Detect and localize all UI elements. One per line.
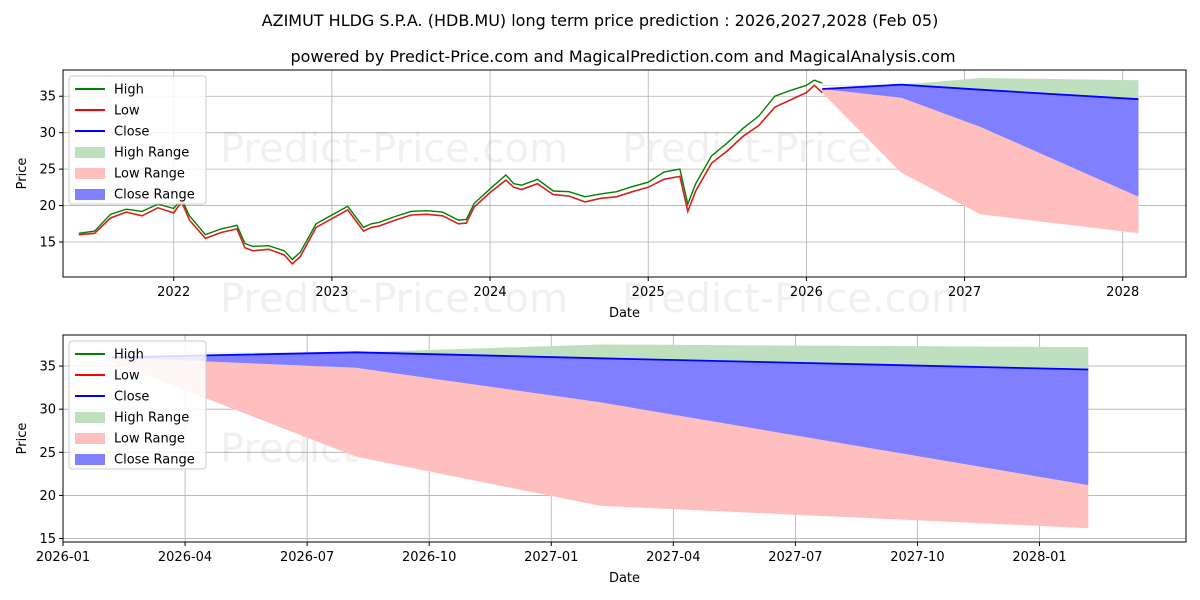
x-tick-label: 2027-10 [890,550,944,565]
x-tick-label: 2027-04 [646,550,700,565]
x-tick-label: 2022 [157,285,190,300]
y-axis-label: Price [15,423,30,455]
y-tick-label: 15 [39,532,56,547]
forecast-panel: Predict-Price.comPredict-Price.com2026-0… [15,334,1187,586]
legend-label: High [114,83,144,98]
x-tick-label: 2024 [474,285,507,300]
legend-label: High [114,348,144,363]
x-tick-label: 2027 [948,285,981,300]
y-axis-label: Price [15,158,30,190]
y-tick-label: 25 [39,163,56,178]
legend-key-patch [75,168,105,179]
legend-label: Low [114,104,140,119]
x-tick-label: 2026-07 [280,550,334,565]
x-axis-label: Date [609,306,640,321]
x-tick-label: 2023 [315,285,348,300]
y-tick-label: 20 [39,199,56,214]
low-history-line [78,84,823,266]
chart-subtitle: powered by Predict-Price.com and Magical… [290,47,955,66]
legend-label: Close Range [114,188,195,203]
legend-key-patch [75,412,105,423]
plot-frame [62,334,1187,543]
legend-label: Low Range [114,167,185,182]
legend-key-patch [75,433,105,444]
x-tick-label: 2027-07 [768,550,822,565]
legend-label: Low Range [114,432,185,447]
legend-label: Close [114,390,149,405]
low-range-band [822,89,1139,234]
legend: High Low Close High Range Low Range Close Ran… [68,75,207,205]
y-tick-label: 30 [39,403,56,418]
plot-area [78,78,1139,266]
plot-frame [62,69,1187,278]
legend-label: High Range [114,411,189,426]
legend-label: High Range [114,146,189,161]
legend-label: Close Range [114,453,195,468]
close-range-band [822,84,1139,197]
legend-key-patch [75,147,105,158]
x-axis-label: Date [609,571,640,586]
x-tick-label: 2026 [790,285,823,300]
legend-label: Low [114,369,140,384]
plot-area [111,344,1089,529]
x-tick-label: 2026-04 [158,550,212,565]
x-tick-label: 2028-01 [1012,550,1066,565]
legend-label: Close [114,125,149,140]
y-tick-label: 30 [39,126,56,141]
close-forecast-line [111,351,1089,371]
low-range-band [111,357,1089,529]
high-history-line [78,79,823,261]
close-range-band [111,352,1089,486]
x-tick-label: 2027-01 [524,550,578,565]
legend-key-patch [75,454,105,465]
watermark-text: Predict-Price.com [220,126,568,172]
legend-key-patch [75,189,105,200]
y-tick-label: 25 [39,446,56,461]
y-tick-label: 20 [39,489,56,504]
x-tick-label: 2026-10 [402,550,456,565]
x-tick-label: 2025 [632,285,665,300]
y-tick-label: 35 [39,90,56,105]
chart-title: AZIMUT HLDG S.P.A. (HDB.MU) long term pr… [262,11,939,30]
close-forecast-line [822,83,1139,101]
overview-panel: Predict-Price.com Predict-Price.com Predic… [15,69,1187,322]
x-tick-label: 2026-01 [36,550,90,565]
watermark-text: Predict-Price.com [622,276,970,322]
x-tick-label: 2028 [1106,285,1139,300]
legend: High Low Close High Range Low Range Close Ran… [68,340,207,470]
watermark-text: Predict-Price.com [220,276,568,322]
y-tick-label: 35 [39,360,56,375]
y-tick-label: 15 [39,236,56,251]
